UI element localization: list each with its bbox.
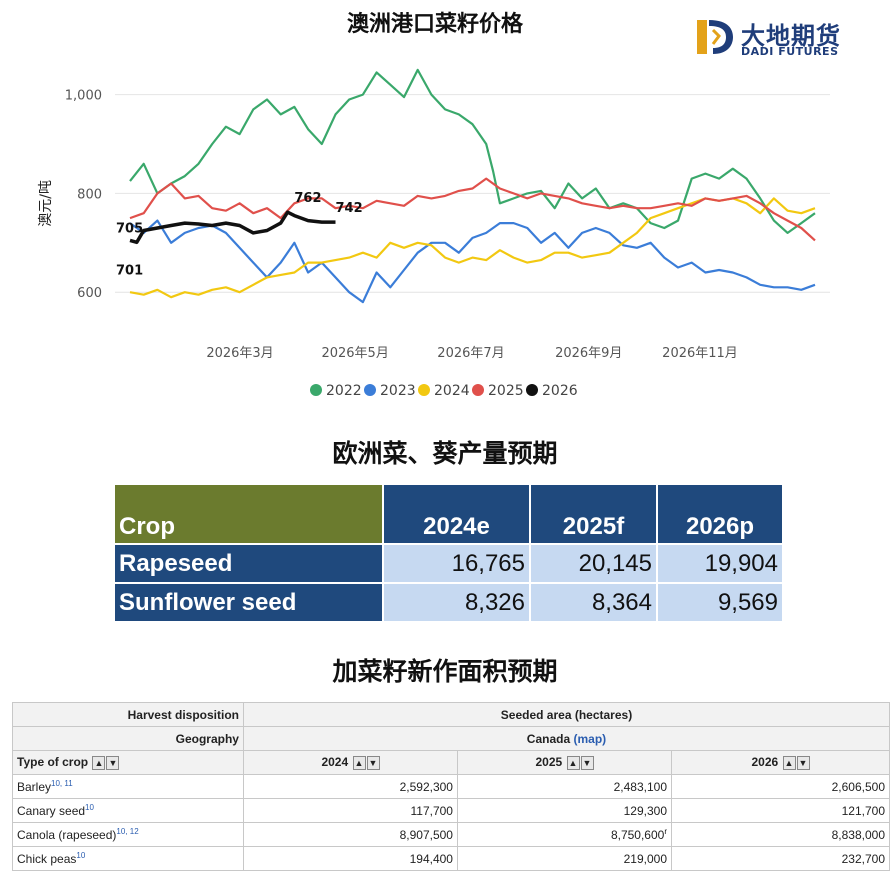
eu-table-header-row: Crop 2024e 2025f 2026p [113,483,784,545]
table-cell: 121,700 [671,798,890,823]
table-cell: 2,483,100 [456,774,673,799]
company-logo: 大地期货 DADI FUTURES [693,16,863,60]
eu-header-2025: 2025f [529,483,658,545]
year-header-2024: 2024 ▲ ▼ [242,750,458,775]
legend-marker [364,384,376,396]
series-line-2024 [129,197,816,299]
eu-header-2026: 2026p [656,483,784,545]
data-label: 701 [116,263,143,278]
table-row: Canary seed10 117,700 129,300 121,700 [12,798,890,823]
y-tick-label: 800 [77,187,102,202]
series-line-2022 [129,68,816,234]
footnote-link[interactable]: 10, 12 [116,827,139,836]
table-cell: 129,300 [456,798,673,823]
footnote-link[interactable]: 10 [76,851,86,860]
sort-up-icon[interactable]: ▲ [566,755,580,770]
table-cell: 2,592,300 [242,774,458,799]
eu-cell: 16,765 [382,543,531,584]
eu-table-title: 欧洲菜、葵产量预期 [332,439,558,468]
geography-label: Geography [12,726,244,751]
price-line-chart: 600 800 1,000 澳元/吨 2026年3月 2026年5月 2026年7月 2026… [38,68,830,399]
sort-up-icon[interactable]: ▲ [352,755,366,770]
legend-marker [310,384,322,396]
crop-name: Barley10, 11 [12,774,244,799]
y-tick-label: 1,000 [65,89,102,104]
legend-marker [472,384,484,396]
crop-name: Chick peas10 [12,846,244,871]
eu-row-label: Sunflower seed [113,582,384,623]
eu-row-label: Rapeseed [113,543,384,584]
logo-text-en: DADI FUTURES [741,45,839,58]
eu-table-row: Sunflower seed 8,326 8,364 9,569 [113,582,784,623]
data-label: 742 [336,201,363,216]
x-tick-label: 2026年9月 [555,346,622,361]
table-cell: 8,750,600r [456,822,673,847]
legend-marker [418,384,430,396]
type-of-crop-header: Type of crop ▲ ▼ [12,750,244,775]
sort-down-icon[interactable]: ▼ [106,755,120,770]
footnote-link[interactable]: 10 [85,803,94,812]
footnote-link[interactable]: 10, 11 [51,779,73,788]
sort-down-icon[interactable]: ▼ [366,755,380,770]
table-row: Barley10, 11 2,592,300 2,483,100 2,606,5… [12,774,890,799]
eu-header-crop: Crop [113,483,384,545]
canada-table-title: 加菜籽新作面积预期 [332,657,558,686]
series-line-2025 [129,177,816,242]
sort-up-icon[interactable]: ▲ [782,755,796,770]
crop-name: Canola (rapeseed)10, 12 [12,822,244,847]
logo-text-zh: 大地期货 [741,22,841,50]
geography-map-link[interactable]: (map) [573,731,607,746]
table-cell: 8,838,000 [671,822,890,847]
sort-up-icon[interactable]: ▲ [92,755,106,770]
legend-label: 2026 [542,383,578,399]
legend-label: 2025 [488,383,524,399]
year-header-2026: 2026 ▲ ▼ [671,750,890,775]
eu-cell: 19,904 [656,543,784,584]
table-cell: 117,700 [242,798,458,823]
sort-down-icon[interactable]: ▼ [796,755,810,770]
legend-label: 2023 [380,383,416,399]
series-line-2026 [129,210,336,245]
harvest-disposition-value: Seeded area (hectares) [242,702,890,727]
x-tick-label: 2026年7月 [437,346,504,361]
table-cell: 194,400 [242,846,458,871]
crop-name: Canary seed10 [12,798,244,823]
x-tick-label: 2026年11月 [662,346,738,361]
y-tick-label: 600 [77,286,102,301]
chart-title: 澳洲港口菜籽价格 [346,12,523,37]
type-of-crop-label: Type of crop [17,755,89,770]
series-line-2023 [129,219,816,304]
eu-cell: 9,569 [656,582,784,623]
logo-mark-icon [697,20,733,54]
table-row: Chick peas10 194,400 219,000 232,700 [12,846,890,871]
table-cell: 219,000 [456,846,673,871]
table-cell: 232,700 [671,846,890,871]
eu-cell: 8,326 [382,582,531,623]
x-tick-label: 2026年5月 [321,346,388,361]
legend-label: 2024 [434,383,470,399]
legend-label: 2022 [326,383,362,399]
sort-down-icon[interactable]: ▼ [580,755,594,770]
table-cell: 2,606,500 [671,774,890,799]
year-header-2025: 2025 ▲ ▼ [456,750,673,775]
eu-cell: 8,364 [529,582,658,623]
geography-value: Canada (map) [242,726,890,751]
eu-header-2024: 2024e [382,483,531,545]
eu-table-row: Rapeseed 16,765 20,145 19,904 [113,543,784,584]
table-row: Canola (rapeseed)10, 12 8,907,500 8,750,… [12,822,890,847]
geography-name: Canada [526,731,571,746]
canada-seeded-area-table: Harvest disposition Seeded area (hectare… [12,702,890,871]
legend-marker [526,384,538,396]
eu-production-table: Crop 2024e 2025f 2026p Rapeseed 16,765 2… [113,483,784,623]
x-tick-label: 2026年3月 [206,346,273,361]
harvest-disposition-label: Harvest disposition [12,702,244,727]
eu-cell: 20,145 [529,543,658,584]
table-cell: 8,907,500 [242,822,458,847]
y-axis-label: 澳元/吨 [38,180,54,227]
revised-note: r [664,827,667,836]
data-label: 705 [116,221,143,236]
data-label: 762 [294,191,321,206]
